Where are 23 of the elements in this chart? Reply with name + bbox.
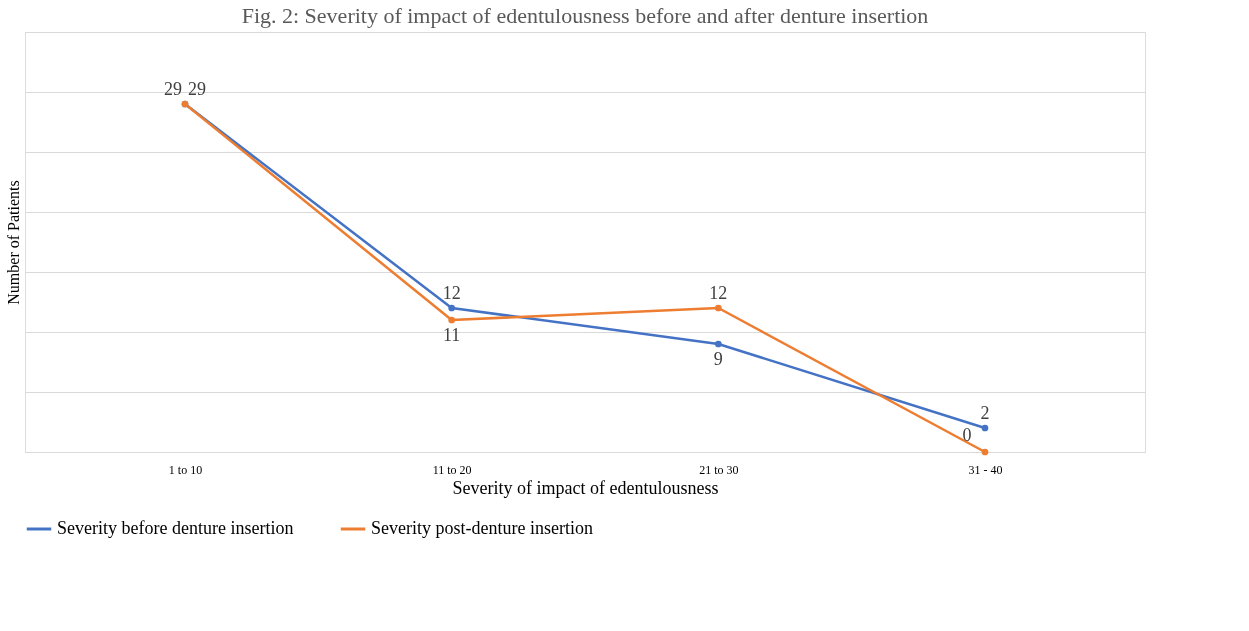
- legend-label: Severity post-denture insertion: [371, 518, 593, 538]
- point: [981, 448, 989, 456]
- point: [448, 304, 456, 312]
- y-axis-title: Number of Patients: [4, 180, 22, 305]
- point: [448, 316, 456, 324]
- data-label: 0: [962, 425, 972, 445]
- data-label: 11: [442, 325, 461, 345]
- data-label: 2: [980, 403, 990, 423]
- data-label: 9: [713, 349, 723, 369]
- x-tick-label: 1 to 10: [168, 462, 203, 477]
- point: [981, 424, 989, 432]
- chart-title: Fig. 2: Severity of impact of edentulousness before and after denture insertion: [241, 3, 929, 28]
- point: [714, 340, 722, 348]
- x-tick-label: 11 to 20: [432, 462, 472, 477]
- x-tick-label: 31 - 40: [968, 462, 1003, 477]
- data-label: 12: [709, 283, 728, 303]
- x-axis-title: Severity of impact of edentulousness: [452, 477, 719, 498]
- legend-label: Severity before denture insertion: [57, 518, 294, 538]
- point: [714, 304, 722, 312]
- data-label: 12: [442, 283, 461, 303]
- x-tick-label: 21 to 30: [699, 462, 739, 477]
- data-label: 29: [188, 79, 206, 99]
- data-label: 29: [164, 79, 182, 99]
